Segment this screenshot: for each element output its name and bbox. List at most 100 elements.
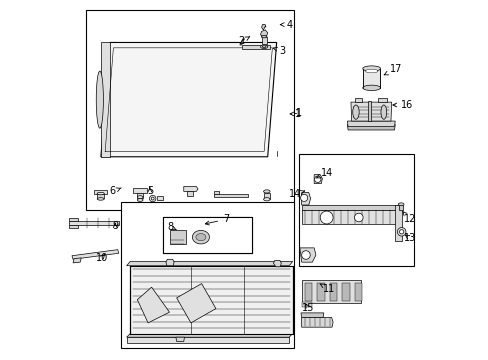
Polygon shape bbox=[126, 337, 288, 342]
Circle shape bbox=[320, 211, 332, 224]
Text: 14: 14 bbox=[289, 189, 304, 199]
Polygon shape bbox=[101, 42, 276, 157]
Polygon shape bbox=[69, 221, 119, 225]
Circle shape bbox=[301, 251, 309, 259]
Polygon shape bbox=[261, 24, 265, 30]
Ellipse shape bbox=[352, 105, 358, 119]
Polygon shape bbox=[273, 260, 281, 267]
Polygon shape bbox=[301, 302, 312, 307]
Polygon shape bbox=[299, 248, 315, 262]
Polygon shape bbox=[367, 102, 370, 121]
Polygon shape bbox=[301, 280, 360, 303]
Ellipse shape bbox=[96, 71, 103, 128]
Polygon shape bbox=[394, 205, 401, 241]
Polygon shape bbox=[350, 102, 391, 121]
Polygon shape bbox=[130, 266, 292, 334]
Polygon shape bbox=[214, 194, 247, 197]
Circle shape bbox=[399, 230, 403, 234]
Ellipse shape bbox=[261, 36, 266, 38]
Text: 13: 13 bbox=[403, 233, 415, 243]
Text: 2: 2 bbox=[238, 36, 249, 46]
Ellipse shape bbox=[263, 190, 269, 193]
Polygon shape bbox=[183, 186, 198, 192]
Ellipse shape bbox=[137, 196, 143, 199]
Polygon shape bbox=[354, 98, 362, 102]
Polygon shape bbox=[264, 193, 269, 199]
Polygon shape bbox=[301, 318, 332, 327]
Polygon shape bbox=[313, 175, 322, 184]
Polygon shape bbox=[186, 192, 193, 196]
Ellipse shape bbox=[137, 199, 143, 202]
Text: 7: 7 bbox=[205, 214, 229, 225]
Text: 4: 4 bbox=[280, 19, 292, 30]
Text: 16: 16 bbox=[392, 100, 412, 110]
Polygon shape bbox=[329, 283, 337, 301]
Polygon shape bbox=[300, 313, 323, 318]
Circle shape bbox=[151, 197, 154, 200]
Polygon shape bbox=[304, 283, 312, 301]
Circle shape bbox=[314, 176, 320, 183]
Bar bbox=[85, 10, 293, 210]
Polygon shape bbox=[214, 191, 219, 194]
Bar bbox=[163, 217, 252, 253]
Bar bbox=[163, 217, 251, 253]
Polygon shape bbox=[69, 225, 78, 228]
Polygon shape bbox=[316, 283, 324, 301]
Text: 8: 8 bbox=[167, 222, 176, 232]
Text: 5: 5 bbox=[146, 186, 153, 196]
Ellipse shape bbox=[397, 203, 403, 206]
Polygon shape bbox=[261, 37, 266, 44]
Polygon shape bbox=[137, 193, 143, 198]
Polygon shape bbox=[354, 283, 362, 301]
Polygon shape bbox=[241, 45, 270, 49]
Text: 1: 1 bbox=[289, 109, 300, 119]
Polygon shape bbox=[301, 193, 310, 205]
Ellipse shape bbox=[365, 69, 377, 73]
Polygon shape bbox=[377, 98, 386, 102]
Polygon shape bbox=[398, 205, 403, 210]
Circle shape bbox=[149, 195, 156, 202]
Ellipse shape bbox=[263, 198, 269, 201]
Polygon shape bbox=[301, 205, 399, 210]
Polygon shape bbox=[126, 334, 292, 337]
Polygon shape bbox=[137, 287, 169, 323]
Text: 10: 10 bbox=[95, 253, 107, 263]
Polygon shape bbox=[73, 258, 81, 263]
Polygon shape bbox=[97, 194, 104, 198]
Text: 11: 11 bbox=[320, 284, 335, 294]
Ellipse shape bbox=[196, 234, 205, 241]
Text: 15: 15 bbox=[301, 302, 313, 312]
Polygon shape bbox=[101, 42, 110, 157]
Polygon shape bbox=[176, 337, 184, 342]
Ellipse shape bbox=[260, 45, 267, 49]
Polygon shape bbox=[133, 188, 147, 193]
Polygon shape bbox=[126, 261, 292, 266]
Polygon shape bbox=[157, 196, 163, 200]
Ellipse shape bbox=[362, 85, 380, 90]
Polygon shape bbox=[69, 217, 78, 221]
Polygon shape bbox=[260, 30, 267, 36]
Ellipse shape bbox=[362, 66, 380, 71]
Ellipse shape bbox=[192, 230, 209, 244]
Polygon shape bbox=[94, 190, 107, 194]
Ellipse shape bbox=[380, 105, 386, 119]
Circle shape bbox=[354, 213, 363, 222]
Polygon shape bbox=[341, 283, 349, 301]
Text: 3: 3 bbox=[273, 46, 285, 56]
Text: 9: 9 bbox=[112, 221, 118, 231]
Text: 17: 17 bbox=[383, 64, 401, 75]
Circle shape bbox=[397, 228, 405, 236]
Ellipse shape bbox=[97, 192, 104, 195]
Polygon shape bbox=[72, 249, 119, 259]
Text: 6: 6 bbox=[109, 186, 121, 197]
Polygon shape bbox=[165, 259, 174, 266]
Polygon shape bbox=[363, 68, 380, 88]
Bar bbox=[121, 202, 293, 348]
Polygon shape bbox=[176, 284, 216, 323]
Polygon shape bbox=[346, 121, 394, 126]
Ellipse shape bbox=[262, 46, 265, 48]
Polygon shape bbox=[170, 230, 185, 244]
Text: 12: 12 bbox=[402, 211, 415, 224]
Polygon shape bbox=[346, 125, 394, 130]
Text: 14: 14 bbox=[315, 168, 333, 178]
